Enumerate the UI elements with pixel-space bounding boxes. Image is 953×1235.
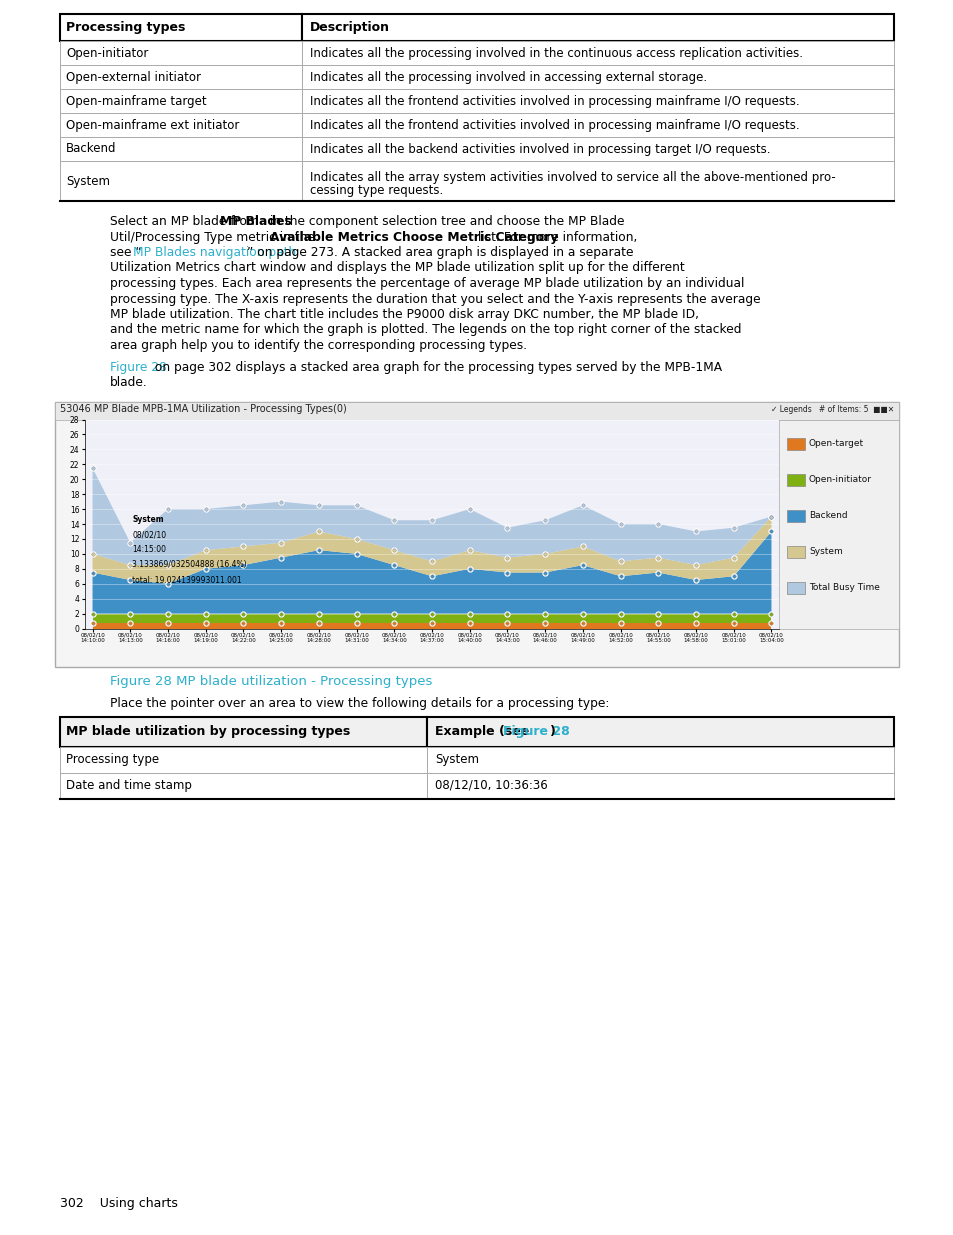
Bar <box>786 510 804 521</box>
Text: System: System <box>808 547 841 556</box>
Text: MP Blades: MP Blades <box>219 215 292 228</box>
Bar <box>427 716 893 746</box>
Text: Open-initiator: Open-initiator <box>66 47 149 59</box>
Text: Figure 28 MP blade utilization - Processing types: Figure 28 MP blade utilization - Process… <box>110 674 432 688</box>
Text: Open-target: Open-target <box>808 438 863 447</box>
Text: MP blade utilization by processing types: MP blade utilization by processing types <box>66 725 350 739</box>
Bar <box>427 773 893 799</box>
Bar <box>301 161 893 201</box>
Text: Open-external initiator: Open-external initiator <box>66 70 201 84</box>
Text: 53046 MP Blade MPB-1MA Utilization - Processing Types(0): 53046 MP Blade MPB-1MA Utilization - Pro… <box>60 405 346 415</box>
Text: Utilization Metrics chart window and displays the MP blade utilization split up : Utilization Metrics chart window and dis… <box>110 262 684 274</box>
Text: Indicates all the processing involved in accessing external storage.: Indicates all the processing involved in… <box>310 70 706 84</box>
Text: Select an MP blade from: Select an MP blade from <box>110 215 263 228</box>
Bar <box>60 773 427 799</box>
Text: Total Busy Time: Total Busy Time <box>808 583 879 592</box>
Bar <box>301 65 893 89</box>
Text: 14:15:00: 14:15:00 <box>132 546 166 555</box>
Bar <box>60 65 301 89</box>
Text: Indicates all the array system activities involved to service all the above-ment: Indicates all the array system activitie… <box>310 170 835 184</box>
Text: Indicates all the frontend activities involved in processing mainframe I/O reque: Indicates all the frontend activities in… <box>310 95 799 107</box>
Text: Figure 28: Figure 28 <box>110 361 167 373</box>
Text: Backend: Backend <box>808 510 846 520</box>
Text: Place the pointer over an area to view the following details for a processing ty: Place the pointer over an area to view t… <box>110 697 609 709</box>
Text: 08/12/10, 10:36:36: 08/12/10, 10:36:36 <box>435 779 547 792</box>
Bar <box>60 716 427 746</box>
Text: Open-mainframe target: Open-mainframe target <box>66 95 207 107</box>
Text: 3.133869/032504888 (16.4%): 3.133869/032504888 (16.4%) <box>132 561 247 569</box>
Bar <box>427 746 893 773</box>
Text: on page 302 displays a stacked area graph for the processing types served by the: on page 302 displays a stacked area grap… <box>151 361 721 373</box>
Text: MP Blades navigation path: MP Blades navigation path <box>132 246 295 259</box>
Bar <box>60 14 301 41</box>
Text: Example (see: Example (see <box>435 725 533 739</box>
Bar <box>60 161 301 201</box>
Text: Figure 28: Figure 28 <box>502 725 569 739</box>
Text: Util/Processing Type metric in the: Util/Processing Type metric in the <box>110 231 318 243</box>
Text: area graph help you to identify the corresponding processing types.: area graph help you to identify the corr… <box>110 338 527 352</box>
Text: Description: Description <box>310 21 390 35</box>
Text: ✓ Legends   # of Items: 5  ■■✕: ✓ Legends # of Items: 5 ■■✕ <box>770 405 893 414</box>
Bar <box>301 137 893 161</box>
Text: processing types. Each area represents the percentage of average MP blade utiliz: processing types. Each area represents t… <box>110 277 743 290</box>
Text: System: System <box>132 515 164 524</box>
Bar <box>60 112 301 137</box>
Text: 302    Using charts: 302 Using charts <box>60 1197 177 1210</box>
Text: ” on page 273. A stacked area graph is displayed in a separate: ” on page 273. A stacked area graph is d… <box>247 246 633 259</box>
Bar <box>60 746 427 773</box>
Text: in the component selection tree and choose the MP Blade: in the component selection tree and choo… <box>266 215 623 228</box>
Text: cessing type requests.: cessing type requests. <box>310 184 442 198</box>
Text: Open-initiator: Open-initiator <box>808 474 871 483</box>
Text: list. For more information,: list. For more information, <box>474 231 637 243</box>
Bar <box>55 401 898 420</box>
Bar <box>786 582 804 594</box>
Text: and the metric name for which the graph is plotted. The legends on the top right: and the metric name for which the graph … <box>110 324 740 336</box>
Text: Indicates all the backend activities involved in processing target I/O requests.: Indicates all the backend activities inv… <box>310 142 770 156</box>
Bar <box>301 112 893 137</box>
Bar <box>60 137 301 161</box>
Text: see “: see “ <box>110 246 142 259</box>
Bar <box>786 473 804 485</box>
Text: Processing type: Processing type <box>66 753 159 766</box>
Bar <box>779 420 898 629</box>
Text: Indicates all the processing involved in the continuous access replication activ: Indicates all the processing involved in… <box>310 47 802 59</box>
Text: Indicates all the frontend activities involved in processing mainframe I/O reque: Indicates all the frontend activities in… <box>310 119 799 131</box>
Text: Backend: Backend <box>66 142 116 156</box>
Text: System: System <box>66 174 110 188</box>
Bar <box>55 401 898 667</box>
Text: Open-mainframe ext initiator: Open-mainframe ext initiator <box>66 119 239 131</box>
Bar <box>786 437 804 450</box>
Text: System: System <box>435 753 478 766</box>
Text: Processing types: Processing types <box>66 21 185 35</box>
Text: 08/02/10: 08/02/10 <box>132 530 166 540</box>
Text: Date and time stamp: Date and time stamp <box>66 779 192 792</box>
Text: MP blade utilization. The chart title includes the P9000 disk array DKC number, : MP blade utilization. The chart title in… <box>110 308 699 321</box>
Bar <box>786 546 804 557</box>
Text: Available Metrics Choose Metric Category: Available Metrics Choose Metric Category <box>270 231 558 243</box>
Bar <box>301 41 893 65</box>
Text: processing type. The X-axis represents the duration that you select and the Y-ax: processing type. The X-axis represents t… <box>110 293 760 305</box>
Text: total: 19.024139993011.001: total: 19.024139993011.001 <box>132 576 242 584</box>
Text: blade.: blade. <box>110 375 148 389</box>
Bar <box>301 14 893 41</box>
Bar <box>60 89 301 112</box>
Bar <box>60 41 301 65</box>
Text: ): ) <box>549 725 555 739</box>
Bar <box>301 89 893 112</box>
